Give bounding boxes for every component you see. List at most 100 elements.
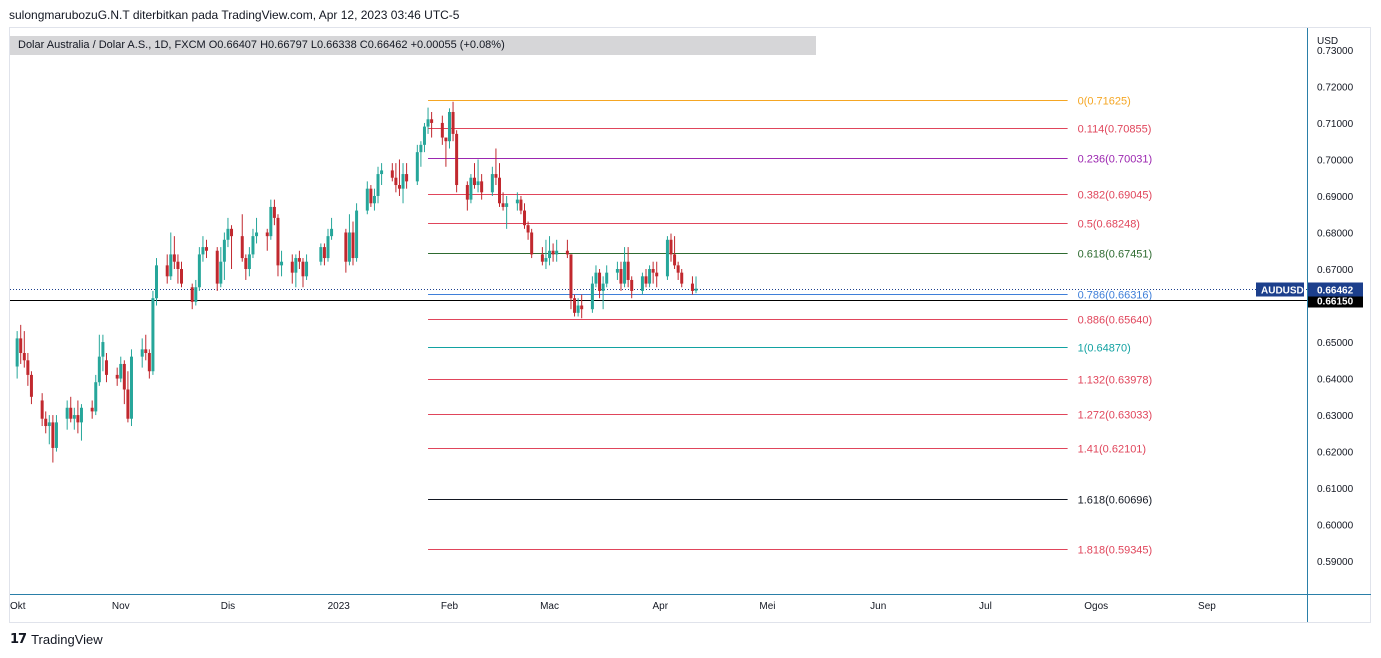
- fibonacci-extension[interactable]: 0(0.71625) 0.114(0.70855) 0.236(0.70031) 0.…: [428, 96, 1152, 557]
- candle-body: [447, 111, 451, 142]
- candle-body: [230, 228, 234, 237]
- candle: [165, 254, 169, 284]
- candle-body: [505, 203, 509, 207]
- x-tick-label: Dis: [221, 601, 235, 612]
- candle-body: [690, 283, 694, 291]
- candle: [573, 294, 577, 317]
- candle: [576, 298, 580, 317]
- fib-level-label: 0.236(0.70031): [1078, 154, 1153, 166]
- candle: [26, 352, 30, 386]
- fib-level-label: 0.114(0.70855): [1078, 124, 1152, 136]
- candle: [151, 290, 155, 375]
- candle: [355, 203, 359, 262]
- candle: [172, 236, 176, 270]
- candle: [119, 356, 123, 383]
- candle: [490, 166, 494, 196]
- candle-body: [180, 269, 184, 284]
- candle-body: [472, 177, 476, 186]
- candle-body: [476, 181, 480, 186]
- candle-body: [22, 352, 26, 361]
- candle-body: [676, 265, 680, 273]
- candle-body: [205, 247, 209, 251]
- candle-body: [440, 122, 444, 138]
- candle: [269, 199, 273, 240]
- candle: [290, 254, 294, 284]
- candle-body: [694, 288, 698, 291]
- candle-body: [444, 137, 448, 142]
- candle: [280, 250, 284, 277]
- candle: [101, 334, 105, 372]
- candle-body: [194, 287, 198, 302]
- y-tick-label: 0.73000: [1317, 46, 1354, 57]
- candle-body: [151, 298, 155, 372]
- fib-level-label: 1.41(0.62101): [1078, 444, 1147, 456]
- candle: [272, 199, 276, 226]
- candle: [140, 338, 144, 368]
- x-tick-label: Nov: [112, 601, 130, 612]
- candle: [465, 181, 469, 211]
- candles: [15, 101, 698, 463]
- candle: [498, 163, 502, 207]
- candle-body: [665, 239, 669, 277]
- candle: [265, 228, 269, 251]
- x-tick-label: Ogos: [1084, 601, 1108, 612]
- candle: [590, 276, 594, 313]
- candle-body: [19, 338, 23, 353]
- candle-body: [623, 261, 627, 284]
- candle: [540, 247, 544, 266]
- candle-body: [65, 407, 69, 419]
- candle-body: [644, 276, 648, 284]
- candle-body: [144, 349, 148, 353]
- candle: [276, 214, 280, 277]
- candle: [251, 228, 255, 259]
- candle-body: [251, 236, 255, 255]
- candle-body: [94, 382, 98, 412]
- candle: [40, 393, 44, 427]
- candle: [230, 225, 234, 270]
- candle: [79, 404, 83, 441]
- horizontal-line-price-tag: [1308, 293, 1363, 308]
- candle: [676, 261, 680, 280]
- candle-body: [494, 174, 498, 178]
- candle-body: [272, 206, 276, 218]
- candle-body: [44, 418, 48, 427]
- candle: [626, 247, 630, 288]
- candle: [147, 349, 151, 379]
- candle-body: [648, 269, 652, 284]
- candle-body: [54, 422, 58, 448]
- candle-body: [226, 228, 230, 240]
- candle-body: [265, 232, 269, 237]
- candle-body: [322, 247, 326, 259]
- candle-body: [197, 254, 201, 288]
- candle: [365, 181, 369, 215]
- candle-body: [247, 254, 251, 270]
- candle-body: [590, 283, 594, 310]
- candle: [380, 163, 384, 186]
- candle: [322, 243, 326, 266]
- y-tick-label: 0.68000: [1317, 228, 1354, 239]
- x-tick-label: Mei: [759, 601, 775, 612]
- x-tick-label: Okt: [10, 601, 26, 612]
- symbol-legend[interactable]: Dolar Australia / Dolar A.S., 1D, FXCM O…: [10, 36, 816, 55]
- candle-body: [69, 407, 73, 419]
- candle-body: [76, 415, 80, 423]
- candle: [480, 174, 484, 200]
- candle-body: [422, 126, 426, 145]
- candle: [65, 400, 69, 430]
- candle: [523, 203, 527, 229]
- candle: [444, 137, 448, 167]
- candle: [369, 185, 373, 207]
- candle: [472, 163, 476, 189]
- candle: [394, 163, 398, 193]
- candle: [548, 236, 552, 266]
- candle: [47, 415, 51, 445]
- candle: [129, 349, 133, 427]
- tradingview-logo-icon: 17: [10, 632, 27, 647]
- candle-body: [501, 203, 505, 207]
- fib-level-label: 0.618(0.67451): [1078, 249, 1153, 261]
- candle-body: [405, 174, 409, 182]
- y-tick-label: 0.61000: [1317, 484, 1354, 495]
- candle: [244, 254, 248, 280]
